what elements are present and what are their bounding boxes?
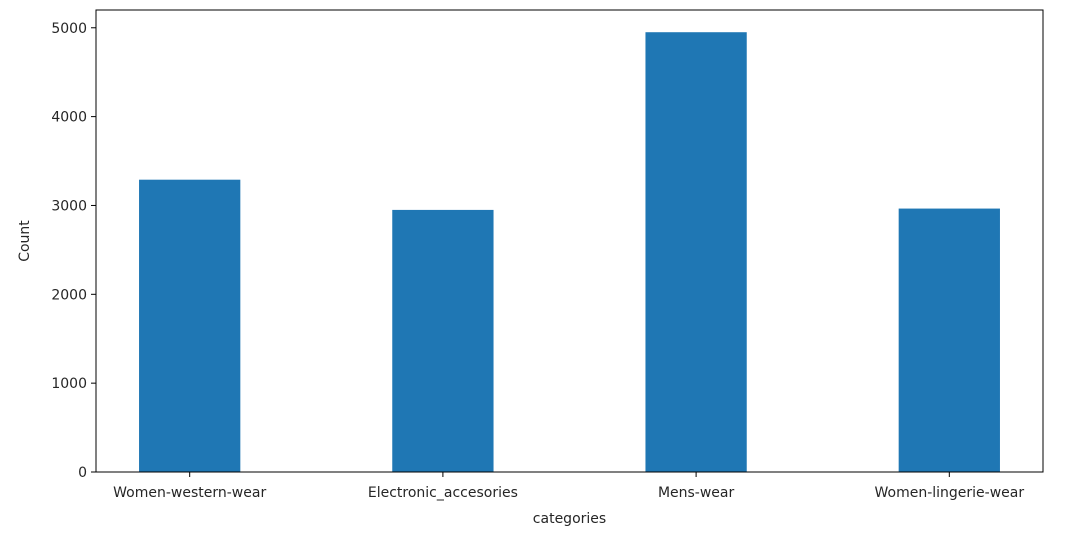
- x-tick-label: Women-western-wear: [113, 485, 266, 501]
- y-tick-label: 2000: [51, 287, 87, 303]
- y-tick-label: 3000: [51, 198, 87, 214]
- bar-women-western-wear: [139, 179, 241, 472]
- plot-area-frame: [95, 9, 1044, 473]
- bar-electronic-accesories: [392, 209, 494, 472]
- bars-group: [139, 32, 1000, 472]
- x-axis-label: categories: [533, 511, 606, 527]
- bar-mens-wear: [645, 32, 747, 472]
- y-tick-label: 1000: [51, 376, 87, 392]
- x-axis-ticks: Women-western-wear Electronic_accesories M…: [113, 472, 1024, 501]
- bar-women-lingerie-wear: [898, 208, 1000, 472]
- x-tick-label: Electronic_accesories: [368, 485, 518, 501]
- y-axis-label: Count: [17, 220, 33, 262]
- y-tick-label: 4000: [51, 110, 87, 126]
- y-tick-label: 0: [78, 465, 87, 481]
- x-tick-label: Women-lingerie-wear: [875, 485, 1025, 501]
- x-tick-label: Mens-wear: [658, 485, 735, 501]
- y-tick-label: 5000: [51, 21, 87, 37]
- y-axis-ticks: 0 1000 2000 3000 4000 5000: [51, 21, 96, 481]
